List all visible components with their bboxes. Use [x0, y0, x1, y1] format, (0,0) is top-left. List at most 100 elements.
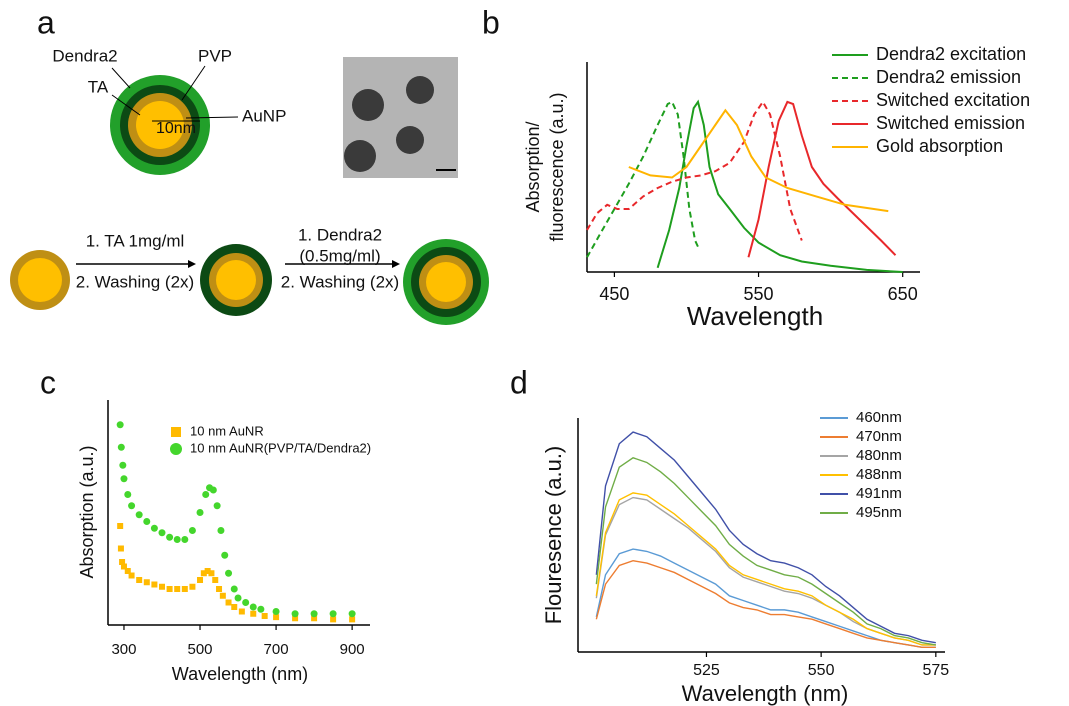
x-tick-label: 550 — [744, 284, 774, 304]
x-tick-label: 550 — [808, 662, 835, 679]
data-point — [242, 599, 250, 606]
y-axis-label: Absorption (a.u.) — [77, 445, 97, 578]
label: AuNP — [242, 106, 286, 125]
data-point — [151, 581, 158, 588]
data-point — [208, 570, 215, 577]
step-text: 2. Washing (2x) — [281, 272, 399, 291]
data-point — [250, 610, 257, 617]
data-point — [143, 579, 150, 586]
data-point — [135, 511, 143, 519]
step-text: 1. TA 1mg/ml — [86, 231, 185, 250]
label: 10nm — [156, 120, 196, 137]
data-point — [216, 586, 223, 592]
panel-label: c — [40, 364, 56, 400]
gold-core — [136, 101, 184, 149]
label: Dendra2 — [52, 46, 117, 65]
data-point — [212, 577, 219, 583]
series-line — [595, 457, 936, 646]
y-axis-label: fluorescence (a.u.) — [547, 92, 567, 241]
tem-particle — [396, 126, 424, 154]
data-point — [209, 486, 217, 494]
x-tick-label: 900 — [340, 641, 365, 658]
data-point — [349, 616, 356, 623]
data-point — [117, 443, 125, 451]
x-axis-label: Wavelength (nm) — [682, 681, 849, 706]
series-line — [586, 100, 803, 241]
data-point — [213, 502, 221, 510]
legend-label: 491nm — [856, 485, 902, 502]
step-text: 1. Dendra2 — [298, 225, 382, 244]
legend-label: Switched emission — [876, 113, 1025, 133]
data-point — [124, 568, 131, 574]
series-line — [628, 108, 889, 213]
data-point — [120, 563, 127, 570]
label: TA — [88, 77, 109, 96]
data-point — [348, 610, 356, 618]
x-tick-label: 500 — [188, 641, 213, 658]
data-point — [197, 577, 204, 583]
tem-particle — [406, 76, 434, 104]
data-point — [231, 604, 238, 610]
legend-label: Dendra2 excitation — [876, 44, 1026, 64]
data-point — [261, 613, 268, 619]
legend-marker — [171, 427, 181, 437]
data-point — [272, 608, 280, 615]
x-tick-label: 525 — [693, 662, 720, 679]
x-axis-label: Wavelength — [687, 301, 823, 331]
data-point — [188, 527, 196, 534]
data-point — [166, 586, 173, 592]
data-point — [128, 502, 136, 510]
data-point — [221, 551, 229, 559]
data-point — [158, 529, 166, 537]
leader-line — [181, 65, 206, 101]
particle — [216, 260, 256, 300]
data-point — [117, 545, 124, 552]
legend-label: 10 nm AuNR — [190, 423, 264, 438]
data-point — [181, 586, 188, 592]
x-tick-label: 650 — [888, 284, 918, 304]
legend-label: Dendra2 emission — [876, 67, 1021, 87]
series-line — [595, 492, 936, 646]
data-point — [230, 585, 238, 593]
data-point — [120, 475, 128, 483]
tem-particle — [344, 140, 376, 172]
legend-label: 488nm — [856, 466, 902, 483]
step-text: 2. Washing (2x) — [76, 272, 194, 291]
y-axis-label: Absorption/ — [523, 121, 543, 212]
x-tick-label: 300 — [111, 641, 136, 658]
label: PVP — [198, 46, 232, 65]
panel-label: b — [482, 4, 500, 40]
series-line — [595, 431, 936, 644]
data-point — [174, 586, 181, 592]
data-point — [329, 610, 337, 618]
data-point — [128, 572, 135, 579]
data-point — [273, 614, 280, 621]
particle — [18, 258, 62, 302]
tem-particle — [352, 89, 384, 121]
legend-marker — [170, 443, 182, 455]
data-point — [204, 568, 211, 574]
data-point — [292, 615, 299, 622]
data-point — [150, 524, 158, 532]
x-tick-label: 700 — [264, 641, 289, 658]
data-point — [136, 577, 143, 583]
legend-label: 495nm — [856, 504, 902, 521]
x-tick-label: 450 — [599, 284, 629, 304]
data-point — [249, 603, 257, 611]
x-axis-label: Wavelength (nm) — [172, 664, 308, 684]
data-point — [181, 536, 189, 543]
data-point — [311, 615, 318, 622]
leader-line — [111, 67, 131, 89]
panel-label: a — [37, 4, 55, 40]
data-point — [234, 594, 242, 602]
legend-label: 460nm — [856, 409, 902, 426]
data-point — [119, 461, 127, 469]
data-point — [225, 599, 232, 606]
data-point — [200, 570, 207, 577]
panel-a: a Dendra2 PVP TA AuNP 10nm 1. TA 1mg/ml … — [10, 4, 489, 325]
data-point — [158, 583, 165, 590]
arrow-head — [392, 260, 400, 268]
leader-line — [111, 94, 141, 116]
leader-line — [185, 116, 239, 119]
